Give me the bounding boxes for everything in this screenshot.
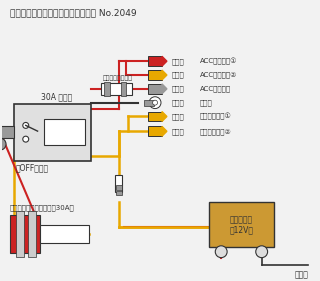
Circle shape [256,246,268,258]
Bar [44,119,85,145]
Polygon shape [162,84,167,94]
Bar [148,56,162,66]
Text: （ホ）: （ホ） [172,113,185,120]
Bar [14,104,91,161]
Bar [116,185,122,189]
Bar [121,82,126,96]
Bar [16,211,24,257]
Bar [104,82,110,96]
Bar [209,202,274,247]
Text: （ハ）: （ハ） [172,85,185,92]
Circle shape [215,246,227,258]
Text: 常時電源出力①: 常時電源出力① [199,113,231,120]
Circle shape [153,100,157,105]
Text: スローブローヒューズ（30A）: スローブローヒューズ（30A） [10,205,75,211]
Bar [144,100,154,106]
Bar [115,175,123,192]
Bar [148,72,158,78]
Text: （ニ）: （ニ） [172,99,185,106]
Text: ACC電源出力①: ACC電源出力① [199,58,237,65]
Bar [101,83,132,95]
Text: アース: アース [199,99,212,106]
Text: －: － [259,247,264,256]
Bar [148,84,162,94]
Text: ヒューズホルダー: ヒューズホルダー [103,75,133,81]
Bar [148,86,158,92]
Text: 常時電源出力②: 常時電源出力② [199,128,231,135]
Text: （OFF状態）: （OFF状態） [16,163,49,172]
Text: （ロ）: （ロ） [172,72,185,78]
Circle shape [23,123,29,128]
Text: （イ）: （イ） [172,58,185,65]
Circle shape [0,138,6,150]
Bar [10,215,40,253]
Polygon shape [162,126,167,136]
Bar [148,126,162,136]
Bar [28,211,36,257]
Circle shape [23,136,29,142]
Bar [40,225,89,243]
Polygon shape [162,112,167,121]
Bar [148,128,158,134]
Bar [0,126,14,138]
Text: +: + [217,247,225,257]
Text: バッテリー
（12V）: バッテリー （12V） [229,215,253,234]
Bar [148,114,158,119]
Polygon shape [162,56,167,66]
Text: アース: アース [294,271,308,280]
Bar [148,112,162,121]
Bar [148,70,162,80]
Text: コイル: コイル [58,129,71,136]
Bar [148,58,158,64]
Text: エーモン・リレー付き電源ケーブル No.2049: エーモン・リレー付き電源ケーブル No.2049 [10,8,137,17]
Circle shape [149,97,161,108]
Text: （ヘ）: （ヘ） [172,128,185,135]
Bar [116,191,122,196]
Text: 30A リレー: 30A リレー [41,93,72,102]
Text: ACC電源出力②: ACC電源出力② [199,72,237,78]
Polygon shape [162,70,167,80]
Text: ACC電源入力: ACC電源入力 [199,85,231,92]
